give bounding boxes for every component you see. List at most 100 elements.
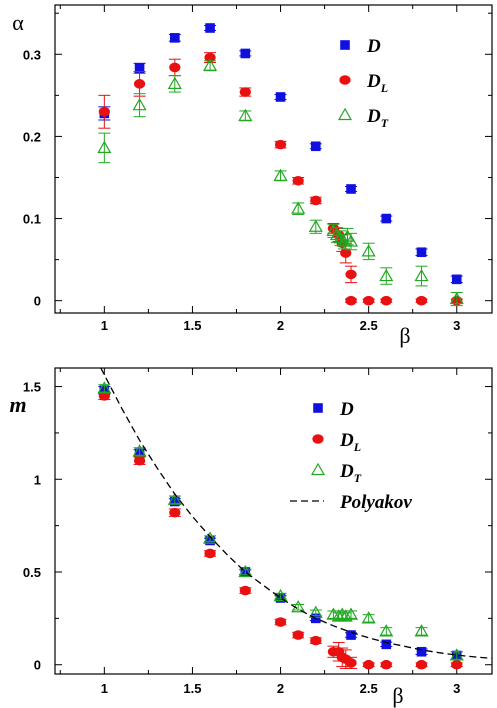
- polyakov-curve: [100, 367, 493, 660]
- data-point: [381, 639, 392, 650]
- data-point: [414, 624, 429, 637]
- data-point: [361, 244, 376, 257]
- data-point: [451, 274, 462, 285]
- legend-label: D: [366, 36, 381, 57]
- data-point: [274, 139, 287, 150]
- legend-marker: [310, 462, 326, 476]
- legend-label-subscript: L: [353, 440, 361, 454]
- top-x-tick-label: 1: [101, 318, 108, 333]
- top-legend-entry: D: [340, 36, 381, 57]
- bottom-legend-entry: Polyakov: [290, 492, 412, 513]
- data-point: [380, 295, 392, 306]
- data-point: [340, 248, 352, 258]
- data-point: [449, 291, 464, 305]
- top-x-tick-label: 1.5: [183, 318, 201, 333]
- bottom-y-tick-label: 0.5: [23, 565, 41, 580]
- legend-marker: [339, 75, 351, 85]
- legend-label: DL: [339, 430, 361, 454]
- data-point: [338, 609, 353, 622]
- data-point: [240, 48, 251, 59]
- data-point: [97, 140, 112, 154]
- data-point: [239, 87, 251, 97]
- data-point: [134, 63, 145, 74]
- data-point: [167, 76, 182, 89]
- data-point: [416, 247, 427, 258]
- top-y-tick-label: 0: [34, 294, 41, 309]
- data-point: [379, 268, 394, 282]
- data-point: [169, 507, 181, 518]
- legend-label: Polyakov: [339, 492, 412, 513]
- data-point: [205, 23, 215, 33]
- top-y-axis-title: α: [12, 10, 24, 35]
- data-point: [414, 268, 429, 282]
- data-point: [381, 213, 392, 224]
- data-point: [345, 295, 357, 306]
- data-point: [379, 624, 394, 637]
- data-point: [273, 168, 288, 181]
- data-point: [363, 295, 375, 306]
- legend-label: DT: [366, 106, 389, 130]
- data-point: [308, 219, 323, 232]
- top-y-tick-label: 0.2: [23, 129, 41, 144]
- top-y-tick-label: 0.3: [23, 47, 41, 62]
- top-series-d: [98, 23, 463, 285]
- data-point: [132, 444, 147, 457]
- data-point: [292, 630, 304, 640]
- data-point: [345, 658, 357, 668]
- bottom-x-axis-title: β: [392, 683, 403, 708]
- data-point: [203, 58, 218, 71]
- legend-label-subscript: T: [381, 116, 389, 130]
- data-point: [335, 607, 350, 620]
- data-point: [415, 659, 428, 670]
- top-x-tick-label: 2.5: [360, 318, 378, 333]
- top-plot-frame: [54, 4, 493, 314]
- legend-marker: [312, 434, 324, 444]
- bottom-y-tick-label: 0: [34, 658, 41, 673]
- legend-marker: [313, 403, 323, 413]
- data-point: [451, 659, 463, 670]
- data-point: [238, 564, 253, 578]
- data-point: [133, 79, 146, 89]
- legend-label-subscript: L: [380, 81, 388, 95]
- bottom-y-tick-label: 1: [34, 472, 41, 487]
- bottom-legend-entry: DL: [312, 430, 361, 454]
- legend-label: D: [339, 399, 354, 420]
- top-x-tick-label: 3: [453, 318, 460, 333]
- data-point: [361, 611, 376, 624]
- data-point: [167, 492, 182, 505]
- data-point: [331, 609, 346, 622]
- data-point: [380, 659, 392, 670]
- data-point: [343, 234, 359, 247]
- data-point: [346, 184, 356, 194]
- data-point: [310, 195, 322, 206]
- top-panel: 1 1.5 2 2.5 3 0 0.1 0.2 0.3 α β D DL DT: [12, 5, 492, 348]
- bottom-x-tick-label: 2.5: [360, 681, 378, 696]
- legend-label-subscript: T: [354, 471, 362, 485]
- bottom-plot-frame: [54, 367, 493, 675]
- data-point: [416, 646, 427, 657]
- top-x-tick-label: 2: [277, 318, 284, 333]
- data-point: [133, 455, 146, 466]
- data-point: [204, 52, 216, 63]
- legend-label: DT: [339, 461, 362, 485]
- data-point: [343, 607, 359, 620]
- data-point: [169, 62, 181, 73]
- bottom-y-tick-label: 1.5: [23, 380, 41, 395]
- data-point: [345, 269, 357, 280]
- data-point: [204, 548, 216, 559]
- data-point: [308, 605, 323, 618]
- top-legend-entry: DL: [339, 71, 388, 95]
- top-series-d-t: [97, 58, 464, 307]
- data-point: [203, 531, 218, 544]
- bottom-legend-entry: DT: [310, 461, 362, 485]
- data-point: [275, 92, 286, 102]
- data-point: [292, 175, 304, 186]
- data-point: [132, 97, 147, 111]
- legend-label: DL: [366, 71, 388, 95]
- top-legend-entry: DT: [337, 106, 389, 130]
- bottom-legend-entry: D: [313, 399, 354, 420]
- data-point: [170, 33, 180, 43]
- data-point: [291, 201, 306, 214]
